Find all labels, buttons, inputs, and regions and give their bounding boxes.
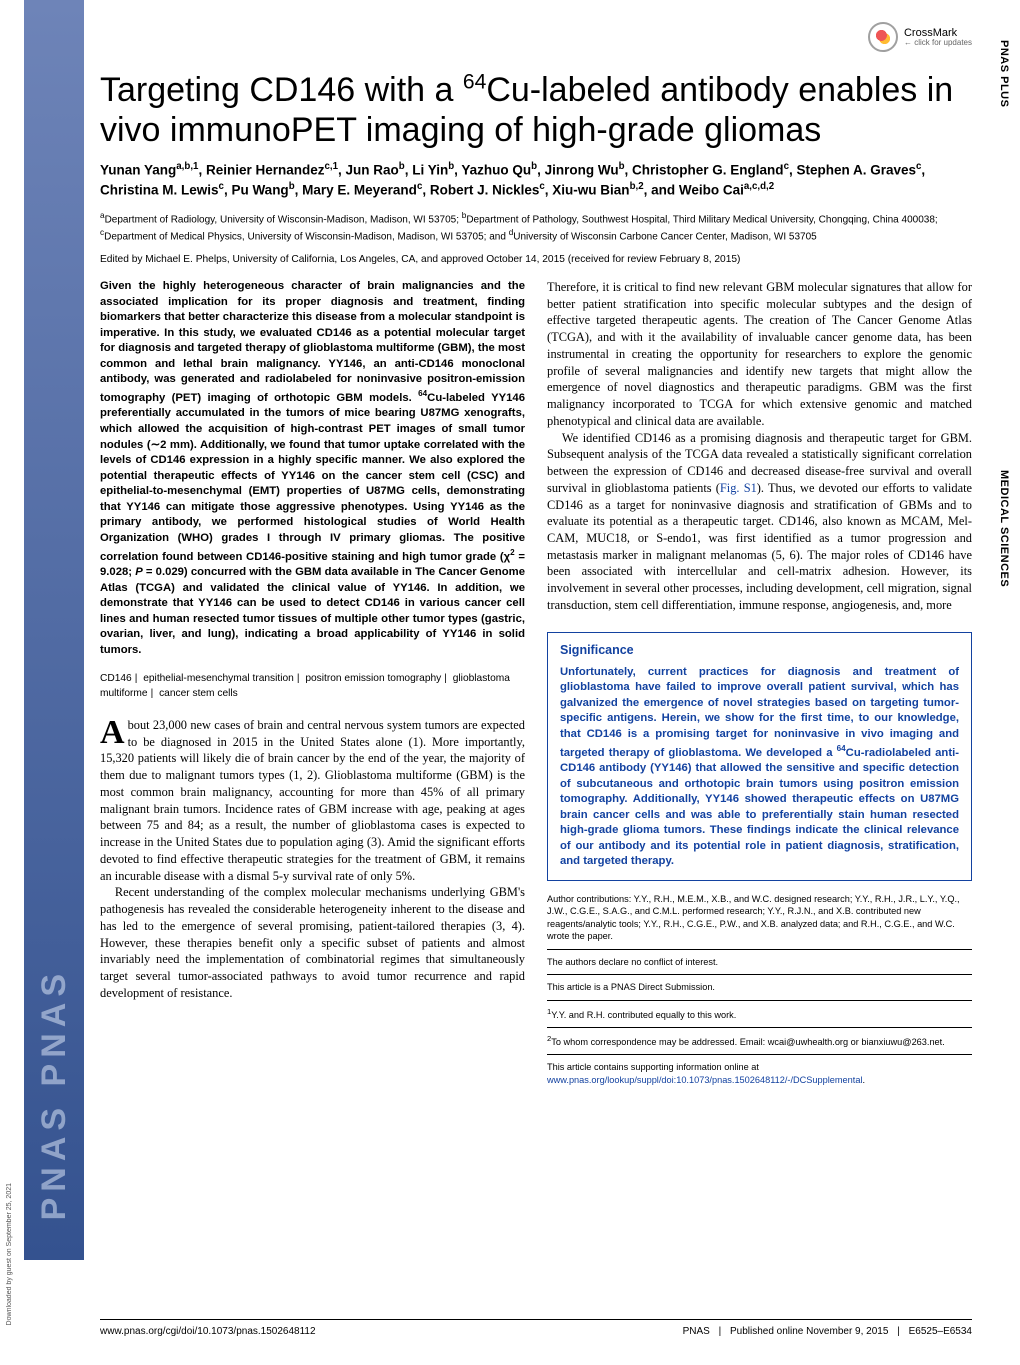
- supplemental-link: This article contains supporting informa…: [547, 1061, 972, 1086]
- abstract-text: Given the highly heterogeneous character…: [100, 279, 525, 658]
- direct-submission: This article is a PNAS Direct Submission…: [547, 981, 972, 993]
- body-para: Recent understanding of the complex mole…: [100, 884, 525, 1001]
- authors-list: Yunan Yanga,b,1, Reinier Hernandezc,1, J…: [100, 160, 972, 200]
- keywords-line: CD146| epithelial-mesenchymal transition…: [100, 672, 525, 701]
- significance-heading: Significance: [560, 643, 959, 657]
- right-label-section: MEDICAL SCIENCES: [998, 470, 1010, 587]
- footer-right: PNAS | Published online November 9, 2015…: [683, 1326, 972, 1337]
- supp-url[interactable]: www.pnas.org/lookup/suppl/doi:10.1073/pn…: [547, 1075, 862, 1085]
- body-right: Therefore, it is critical to find new re…: [547, 279, 972, 614]
- footer-journal: PNAS: [683, 1326, 710, 1337]
- significance-box: Significance Unfortunately, current prac…: [547, 632, 972, 881]
- keyword: cancer stem cells: [159, 688, 238, 699]
- affiliations: aDepartment of Radiology, University of …: [100, 210, 972, 244]
- footnotes: Author contributions: Y.Y., R.H., M.E.M.…: [547, 893, 972, 1086]
- equal-contrib: 1Y.Y. and R.H. contributed equally to th…: [547, 1007, 972, 1021]
- significance-body: Unfortunately, current practices for dia…: [560, 665, 959, 870]
- keyword: epithelial-mesenchymal transition: [143, 673, 294, 684]
- download-watermark: Downloaded by guest on September 25, 202…: [6, 1183, 13, 1325]
- footer-pages: E6525–E6534: [909, 1326, 972, 1337]
- crossmark-badge[interactable]: CrossMark ← click for updates: [868, 22, 972, 52]
- footer-bar: www.pnas.org/cgi/doi/10.1073/pnas.150264…: [100, 1319, 972, 1337]
- crossmark-sub: ← click for updates: [904, 39, 972, 47]
- footer-pubdate: Published online November 9, 2015: [730, 1326, 888, 1337]
- pnas-stripe-text: PNAS PNAS: [35, 968, 74, 1220]
- keyword: CD146: [100, 673, 132, 684]
- body-para: We identified CD146 as a promising diagn…: [547, 430, 972, 614]
- article-title: Targeting CD146 with a 64Cu-labeled anti…: [100, 70, 972, 150]
- right-label-pnas-plus: PNAS PLUS: [998, 40, 1010, 107]
- body-para: Therefore, it is critical to find new re…: [547, 279, 972, 430]
- conflict-statement: The authors declare no conflict of inter…: [547, 956, 972, 968]
- correspondence: 2To whom correspondence may be addressed…: [547, 1034, 972, 1048]
- author-contributions: Author contributions: Y.Y., R.H., M.E.M.…: [547, 893, 972, 943]
- edited-by-line: Edited by Michael E. Phelps, University …: [100, 254, 972, 265]
- body-para: About 23,000 new cases of brain and cent…: [100, 717, 525, 884]
- keyword: positron emission tomography: [305, 673, 441, 684]
- body-left: About 23,000 new cases of brain and cent…: [100, 717, 525, 1001]
- footer-doi[interactable]: www.pnas.org/cgi/doi/10.1073/pnas.150264…: [100, 1326, 316, 1337]
- crossmark-text: CrossMark ← click for updates: [904, 28, 972, 47]
- crossmark-icon: [868, 22, 898, 52]
- pnas-stripe: PNAS PNAS: [24, 0, 84, 1260]
- crossmark-label: CrossMark: [904, 28, 972, 39]
